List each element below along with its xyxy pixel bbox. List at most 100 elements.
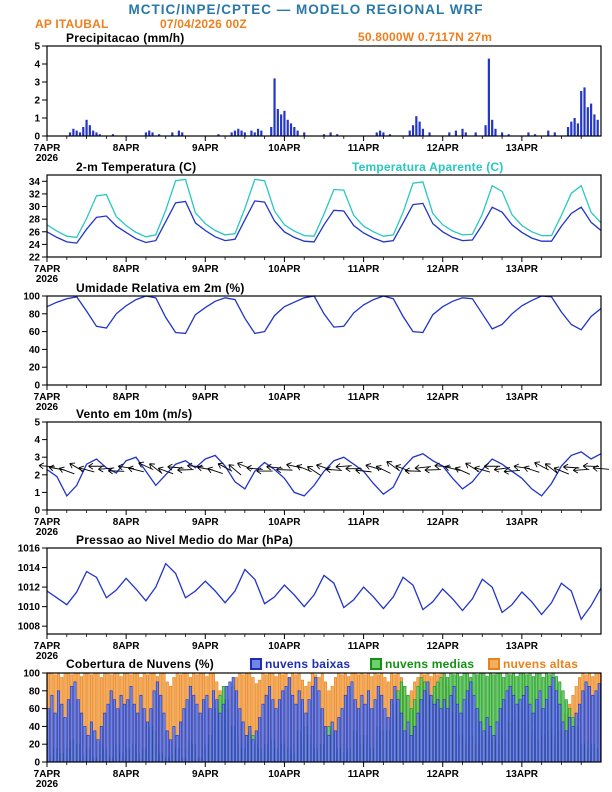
svg-text:10APR: 10APR bbox=[268, 769, 301, 780]
svg-text:9APR: 9APR bbox=[192, 517, 219, 528]
wind-barb-icon bbox=[187, 462, 204, 470]
panel-title-humidity: Umidade Relativa em 2m (%) bbox=[76, 281, 245, 295]
wind-barb-icon bbox=[523, 465, 540, 473]
svg-text:12APR: 12APR bbox=[427, 143, 460, 154]
wind-barb-icon bbox=[157, 466, 174, 475]
wind-barb-icon bbox=[513, 463, 530, 471]
svg-text:24: 24 bbox=[29, 240, 41, 251]
wind-barb-icon bbox=[286, 462, 303, 469]
svg-text:8APR: 8APR bbox=[113, 517, 140, 528]
wind-barb-icon bbox=[217, 462, 233, 472]
wind-barb-icon bbox=[553, 466, 570, 475]
svg-text:80: 80 bbox=[29, 686, 41, 697]
svg-text:100: 100 bbox=[23, 669, 40, 680]
svg-text:10APR: 10APR bbox=[268, 517, 301, 528]
svg-text:1: 1 bbox=[34, 114, 40, 125]
svg-text:0: 0 bbox=[34, 381, 40, 392]
svg-text:8APR: 8APR bbox=[113, 264, 140, 275]
svg-text:9APR: 9APR bbox=[192, 264, 219, 275]
svg-text:1016: 1016 bbox=[18, 544, 41, 555]
panel-title-apparent-temperature: Temperatura Aparente (C) bbox=[352, 160, 504, 174]
legend-clouds-mid: nuvens medias bbox=[370, 657, 474, 671]
svg-text:9APR: 9APR bbox=[192, 143, 219, 154]
legend-label-mid: nuvens medias bbox=[385, 657, 475, 671]
svg-text:2026: 2026 bbox=[36, 153, 59, 164]
svg-text:2: 2 bbox=[34, 96, 40, 107]
wind-barb-icon bbox=[197, 464, 214, 472]
svg-text:13APR: 13APR bbox=[506, 517, 539, 528]
legend-clouds-high: nuvens altas bbox=[488, 657, 578, 671]
svg-text:2026: 2026 bbox=[36, 779, 59, 790]
svg-text:12APR: 12APR bbox=[427, 264, 460, 275]
wind-barb-icon bbox=[375, 465, 391, 474]
wind-barb-icon bbox=[534, 461, 549, 471]
svg-text:7APR: 7APR bbox=[34, 143, 61, 154]
svg-text:11APR: 11APR bbox=[348, 143, 380, 154]
svg-text:11APR: 11APR bbox=[348, 517, 380, 528]
svg-text:2: 2 bbox=[34, 470, 40, 481]
panel-title-wind: Vento em 10m (m/s) bbox=[76, 407, 193, 421]
svg-text:1008: 1008 bbox=[18, 622, 41, 633]
svg-text:7APR: 7APR bbox=[34, 641, 61, 652]
svg-text:3: 3 bbox=[34, 78, 40, 89]
svg-text:60: 60 bbox=[29, 704, 41, 715]
svg-text:80: 80 bbox=[29, 309, 41, 320]
wind-barb-icon bbox=[434, 462, 451, 470]
svg-text:10APR: 10APR bbox=[268, 264, 301, 275]
svg-text:1: 1 bbox=[34, 488, 40, 499]
svg-text:2026: 2026 bbox=[36, 402, 59, 413]
svg-text:1012: 1012 bbox=[18, 583, 41, 594]
svg-text:11APR: 11APR bbox=[348, 641, 380, 652]
wind-barb-icon bbox=[256, 467, 273, 475]
svg-text:3: 3 bbox=[34, 453, 40, 464]
wind-barb-icon bbox=[386, 461, 400, 472]
svg-text:28: 28 bbox=[29, 215, 41, 226]
legend-label-high: nuvens altas bbox=[503, 657, 579, 671]
wind-barb-icon bbox=[424, 466, 441, 474]
svg-text:0: 0 bbox=[34, 506, 40, 517]
svg-text:2026: 2026 bbox=[36, 651, 59, 662]
wind-barb-icon bbox=[127, 465, 144, 473]
svg-text:9APR: 9APR bbox=[192, 769, 219, 780]
wind-barb-icon bbox=[465, 462, 480, 473]
wind-barb-icon bbox=[58, 466, 75, 475]
wind-barb-icon bbox=[237, 461, 253, 470]
svg-text:30: 30 bbox=[29, 202, 41, 213]
wind-barb-icon bbox=[107, 467, 125, 475]
wind-barb-icon bbox=[493, 465, 511, 473]
station-name: AP ITAUBAL bbox=[35, 17, 109, 31]
legend-swatch-mid-icon bbox=[370, 658, 382, 670]
wind-barb-icon bbox=[78, 465, 95, 473]
svg-text:2026: 2026 bbox=[36, 527, 59, 538]
wind-barb-icon bbox=[404, 467, 422, 475]
panel-title-clouds: Cobertura de Nuvens (%) bbox=[66, 657, 214, 671]
svg-text:9APR: 9APR bbox=[192, 641, 219, 652]
panel-title-temperature: 2-m Temperatura (C) bbox=[76, 160, 197, 174]
wind-barb-icon bbox=[307, 466, 321, 476]
legend-clouds-low: nuvens baixas bbox=[250, 657, 350, 671]
wind-barb-icon bbox=[454, 466, 470, 475]
svg-text:9APR: 9APR bbox=[192, 392, 219, 403]
svg-text:20: 20 bbox=[29, 740, 41, 751]
wind-barb-icon bbox=[444, 464, 461, 472]
svg-text:11APR: 11APR bbox=[348, 392, 380, 403]
wind-barb-icon bbox=[228, 464, 242, 476]
svg-text:13APR: 13APR bbox=[506, 392, 539, 403]
wind-barb-icon bbox=[117, 463, 135, 471]
svg-text:1010: 1010 bbox=[18, 602, 41, 613]
wind-barb-icon bbox=[544, 463, 559, 474]
svg-text:8APR: 8APR bbox=[113, 641, 140, 652]
svg-text:1014: 1014 bbox=[18, 563, 41, 574]
svg-text:10APR: 10APR bbox=[268, 641, 301, 652]
svg-text:8APR: 8APR bbox=[113, 143, 140, 154]
wind-barb-icon bbox=[325, 466, 342, 473]
svg-text:34: 34 bbox=[29, 177, 41, 188]
wind-barb-icon bbox=[503, 467, 520, 475]
svg-text:13APR: 13APR bbox=[506, 264, 539, 275]
